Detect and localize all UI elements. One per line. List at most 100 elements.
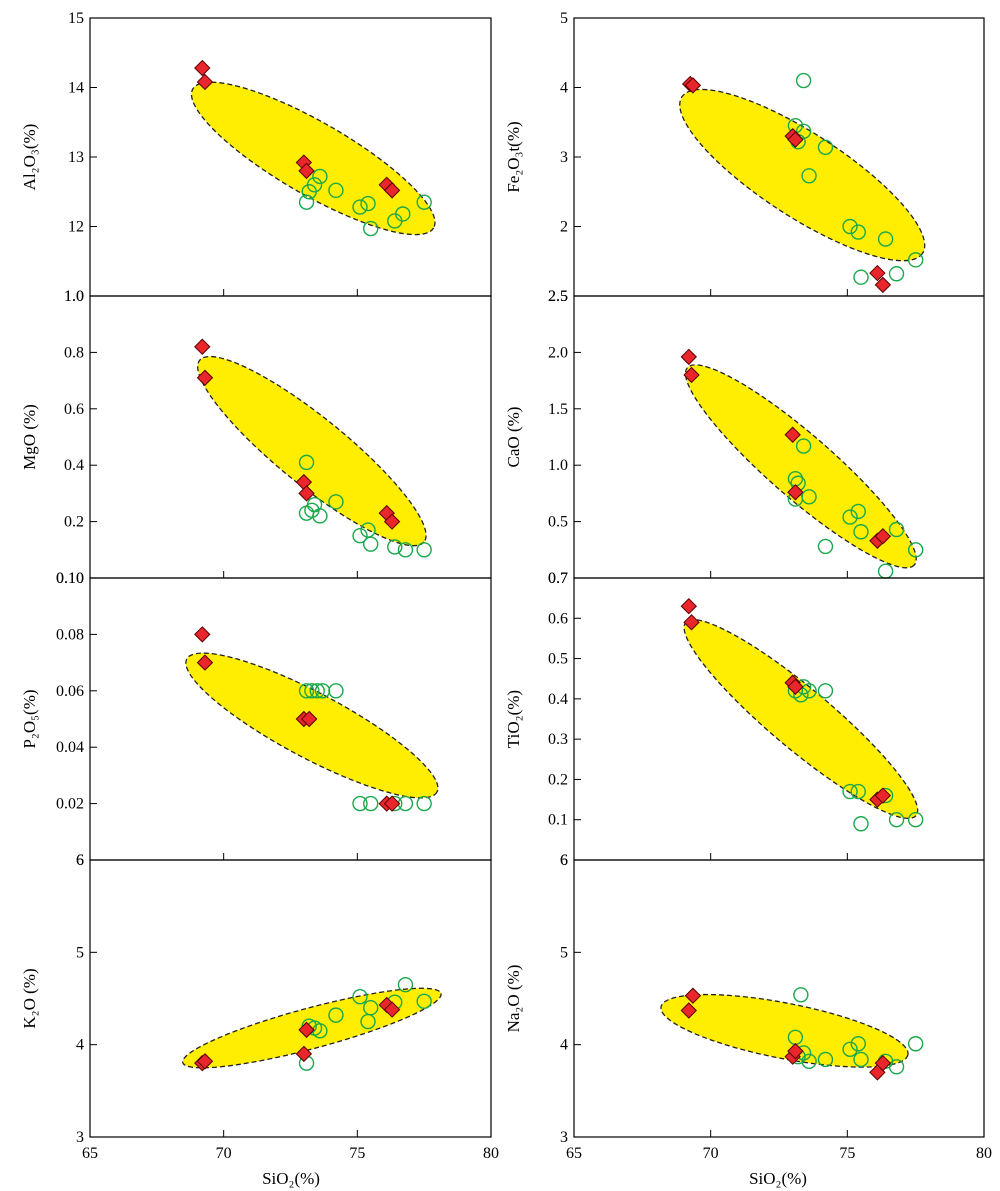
circle-point: [304, 683, 320, 699]
diamond-point: [196, 369, 214, 386]
circle-point: [352, 988, 368, 1005]
circle-point: [360, 195, 376, 212]
circle-point: [416, 993, 432, 1009]
y-tick-label: 0.02: [56, 796, 84, 813]
circle-point: [328, 683, 344, 699]
circle-point: [907, 1036, 924, 1052]
diamond-point: [383, 182, 401, 199]
circle-point: [352, 199, 368, 215]
circle-point: [801, 683, 817, 699]
x-tick-label: 70: [703, 1145, 719, 1162]
diamond-point: [680, 1002, 698, 1019]
y-axis-label: Al₂O₃(%): [20, 124, 39, 191]
y-tick-label: 1.0: [64, 288, 84, 305]
x-tick-label: 70: [216, 1145, 232, 1162]
circle-point: [888, 1059, 905, 1075]
diamond-point: [784, 426, 801, 443]
y-tick-label: 2.5: [548, 288, 568, 305]
diamond-point: [194, 59, 211, 77]
panel-tio2: 0.7 0.6 0.5 0.4 0.3 0.2 0.1 6 TiO₂(%): [504, 570, 985, 869]
circle-point: [850, 224, 866, 240]
diamond-point: [194, 626, 211, 643]
circle-point: [328, 182, 344, 199]
diamond-point: [301, 710, 318, 728]
diamond-point: [196, 1053, 214, 1070]
diamond-point: [787, 131, 804, 148]
diamond-point: [680, 348, 698, 366]
panel-mgo: 1.0 0.8 0.6 0.4 0.2 0.10 MgO (%): [20, 288, 492, 587]
field-ellipse-mgo: [197, 355, 427, 547]
circle-point: [795, 438, 812, 454]
circle-point: [817, 139, 834, 155]
field-ellipse-p2o5: [185, 652, 439, 799]
panel-cao: 2.5 2.0 1.5 1.0 0.5 0.7 CaO (%): [504, 288, 985, 587]
circle-point: [298, 194, 315, 210]
circle-point: [842, 218, 858, 235]
circle-point: [397, 542, 414, 558]
y-tick-label: 1.5: [548, 401, 568, 418]
y-tick-label: 2.0: [548, 344, 568, 361]
circle-point: [817, 1051, 834, 1068]
x-tick-label: 80: [483, 1145, 499, 1162]
circle-point: [309, 683, 325, 699]
circle-point: [363, 536, 379, 552]
diamond-point: [787, 1042, 804, 1060]
circle-point: [328, 1007, 344, 1023]
circle-point: [842, 1041, 858, 1057]
circle-point: [397, 795, 414, 812]
diamond-point: [874, 787, 892, 804]
y-tick-label: 14: [68, 80, 84, 97]
circle-point: [877, 231, 894, 247]
circle-point: [801, 1053, 817, 1069]
circle-point: [352, 528, 368, 544]
circle-point: [397, 976, 414, 993]
diamond-point: [787, 678, 804, 695]
y-tick-label: 0.10: [56, 570, 84, 587]
diamond-point: [874, 528, 892, 545]
y-tick-label: 6: [560, 852, 568, 869]
y-tick-label: 0.10: [56, 570, 84, 587]
y-axis-label: K₂O (%): [20, 968, 39, 1028]
x-axis-label-left: SiO₂(%): [262, 1169, 320, 1188]
circle-point: [888, 812, 905, 828]
circle-point: [363, 795, 379, 812]
y-tick-label: 0.5: [548, 514, 568, 531]
y-tick-label: 0.04: [56, 739, 84, 756]
circle-point: [850, 503, 866, 520]
circle-point: [312, 168, 328, 185]
circle-point: [888, 266, 905, 282]
field-ellipse-cao: [684, 364, 917, 569]
field-ellipse-na2o: [660, 993, 909, 1068]
circle-point: [416, 194, 432, 210]
y-tick-label: 0.06: [56, 683, 84, 700]
diamond-point: [383, 795, 401, 812]
y-tick-label: 6: [76, 852, 84, 869]
diamond-point: [196, 73, 214, 91]
x-tick-label: 75: [349, 1145, 365, 1162]
circle-point: [298, 683, 315, 699]
plot-frame: [573, 859, 985, 1138]
diamond-point: [383, 513, 401, 530]
x-tick-label: 80: [976, 1145, 992, 1162]
diamond-point: [295, 1045, 313, 1063]
y-tick-label: 6: [560, 852, 568, 869]
panels-layer: 15 14 13 12 1.0 Al₂O₃(%) 5 4 3 2 2.5 Fe₂O₃t(%) 1.0 0.…: [20, 10, 992, 1162]
diamond-point: [874, 276, 892, 294]
y-tick-label: 0.4: [64, 457, 84, 474]
panel-fe2o3t: 5 4 3 2 2.5 Fe₂O₃t(%): [504, 10, 985, 305]
circle-point: [795, 123, 812, 139]
circle-point: [907, 812, 924, 828]
y-tick-label: 0.08: [56, 626, 84, 643]
diamond-point: [298, 1021, 315, 1039]
y-tick-label: 4: [76, 1037, 84, 1054]
x-tick-label: 75: [839, 1145, 855, 1162]
x-tick-label: 65: [566, 1145, 582, 1162]
diamond-point: [194, 338, 211, 355]
circle-point: [817, 683, 834, 699]
circle-point: [416, 542, 432, 558]
circle-point: [853, 524, 869, 540]
y-tick-label: 12: [68, 219, 84, 236]
diamond-point: [683, 614, 700, 631]
circle-point: [363, 220, 379, 237]
circle-point: [795, 72, 812, 89]
